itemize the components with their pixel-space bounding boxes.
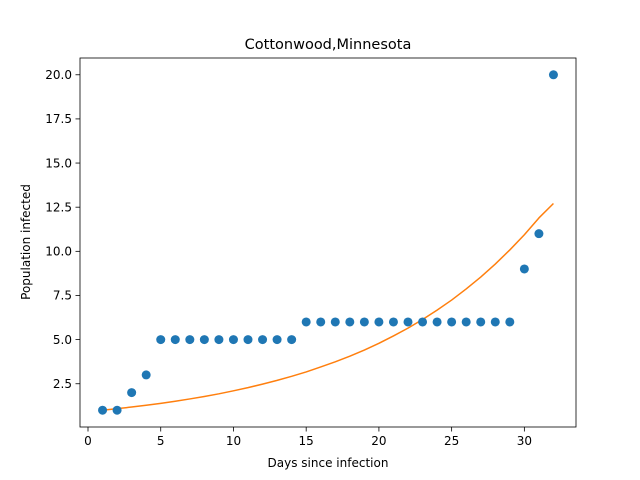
axes: 0 5 10 15 20 25 30 2.5 5.0 7.5 10.0 12.5 15.0 17.5 20.…	[45, 57, 577, 448]
data-point	[141, 370, 151, 380]
x-tick-label: 10	[226, 434, 241, 448]
axes-frame	[79, 57, 577, 428]
data-point	[461, 317, 471, 327]
y-tick-label: 17.5	[45, 112, 72, 126]
y-tick-label: 15.0	[45, 156, 72, 170]
x-tick-label: 5	[157, 434, 165, 448]
data-point	[359, 317, 369, 327]
data-point	[272, 335, 282, 345]
x-tick-label: 15	[299, 434, 314, 448]
data-point	[112, 405, 122, 415]
data-point	[418, 317, 428, 327]
data-point	[156, 335, 166, 345]
data-point	[403, 317, 413, 327]
plot-area	[98, 70, 558, 415]
data-point	[505, 317, 515, 327]
data-point	[228, 335, 238, 345]
x-tick-label: 20	[371, 434, 386, 448]
data-point	[199, 335, 209, 345]
chart-title: Cottonwood,Minnesota	[245, 37, 412, 53]
y-tick-label: 12.5	[45, 200, 72, 214]
data-point	[345, 317, 355, 327]
fit-curve-line	[102, 202, 554, 411]
data-point	[98, 405, 108, 415]
data-point	[447, 317, 457, 327]
y-tick-label: 5.0	[53, 333, 72, 347]
data-point	[490, 317, 500, 327]
data-point	[548, 70, 558, 80]
data-point	[432, 317, 442, 327]
data-point	[316, 317, 326, 327]
data-point	[476, 317, 486, 327]
data-point	[170, 335, 180, 345]
y-tick-label: 20.0	[45, 68, 72, 82]
data-point	[185, 335, 195, 345]
data-point	[287, 335, 297, 345]
y-axis-label: Population infected	[19, 184, 33, 300]
data-point	[330, 317, 340, 327]
x-tick-label: 30	[517, 434, 532, 448]
y-tick-label: 2.5	[53, 377, 72, 391]
x-axis-label: Days since infection	[268, 456, 389, 470]
y-tick-label: 10.0	[45, 245, 72, 259]
x-tick-label: 0	[84, 434, 92, 448]
x-tick-label: 25	[444, 434, 459, 448]
data-point	[214, 335, 224, 345]
data-point	[258, 335, 268, 345]
data-point	[301, 317, 311, 327]
data-point	[534, 229, 544, 239]
data-point	[388, 317, 398, 327]
data-point	[519, 264, 529, 274]
data-point	[374, 317, 384, 327]
data-point	[243, 335, 253, 345]
data-point	[127, 388, 137, 398]
y-tick-label: 7.5	[53, 289, 72, 303]
